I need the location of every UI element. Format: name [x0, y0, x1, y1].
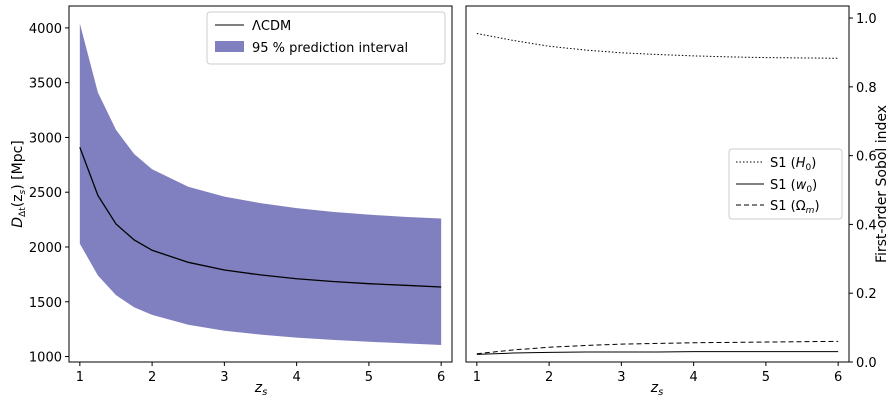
- left-y-axis-label: DΔt(zs) [Mpc]: [10, 140, 28, 227]
- right-axes-frame: [465, 5, 850, 363]
- y-tick-label: 1.0: [856, 12, 877, 27]
- right-x-axis-label: zs: [650, 380, 664, 398]
- x-tick-label: 5: [365, 370, 373, 385]
- y-tick-label: 1500: [29, 296, 62, 311]
- y-tick-label: 0.4: [856, 218, 877, 233]
- x-tick-label: 3: [617, 370, 625, 385]
- right-plot-area: [476, 33, 839, 355]
- right-legend-box: [728, 148, 843, 220]
- sobol-w0-line: [476, 351, 839, 355]
- left-ticks: 1 2 3 4 5 6 1000 1500 2000 2500 3000 3500 4000: [29, 22, 445, 385]
- left-legend: ΛCDM 95 % prediction interval: [206, 11, 446, 65]
- left-axes-frame: [68, 5, 453, 363]
- left-plot-area: [79, 23, 442, 346]
- legend-lcdm-label: ΛCDM: [252, 19, 291, 34]
- x-tick-label: 1: [473, 370, 481, 385]
- y-tick-label: 0.8: [856, 81, 877, 96]
- y-tick-label: 3000: [29, 131, 62, 146]
- left-legend-box: [206, 11, 446, 65]
- x-tick-label: 1: [76, 370, 84, 385]
- x-tick-label: 4: [292, 370, 300, 385]
- x-tick-label: 2: [545, 370, 553, 385]
- x-tick-label: 6: [437, 370, 445, 385]
- x-tick-label: 3: [220, 370, 228, 385]
- legend-h0-label: S1 (H0): [770, 156, 816, 173]
- right-y-axis-label: First-order Sobol index: [874, 105, 890, 263]
- y-tick-label: 2000: [29, 241, 62, 256]
- legend-w0-label: S1 (w0): [770, 178, 817, 195]
- x-tick-label: 5: [762, 370, 770, 385]
- right-legend: S1 (H0) S1 (w0) S1 (Ωm): [728, 148, 843, 220]
- y-tick-label: 0.2: [856, 287, 877, 302]
- sobol-om-line: [476, 340, 839, 355]
- left-x-axis-label: zs: [254, 380, 268, 398]
- legend-band-swatch: [215, 41, 244, 52]
- y-tick-label: 3500: [29, 77, 62, 92]
- sobol-h0-line: [476, 33, 839, 59]
- left-panel: 1 2 3 4 5 6 1000 1500 2000 2500 3000 3500 4000 ΛCDM …: [10, 5, 453, 398]
- x-tick-label: 6: [834, 370, 842, 385]
- x-tick-label: 2: [148, 370, 156, 385]
- right-ticks: 1 2 3 4 5 6 0.0 0.2 0.4 0.6 0.8 1.0: [473, 12, 877, 385]
- y-tick-label: 2500: [29, 186, 62, 201]
- y-tick-label: 4000: [29, 22, 62, 37]
- legend-band-label: 95 % prediction interval: [252, 41, 408, 56]
- y-tick-label: 0.0: [856, 356, 877, 371]
- lcdm-line: [79, 147, 442, 288]
- right-panel: 1 2 3 4 5 6 0.0 0.2 0.4 0.6 0.8 1.0 S1 (H0) S1 (w0)…: [465, 5, 890, 398]
- x-tick-label: 4: [689, 370, 697, 385]
- y-tick-label: 0.6: [856, 150, 877, 165]
- prediction-interval-band: [79, 23, 442, 346]
- y-tick-label: 1000: [29, 351, 62, 366]
- legend-om-label: S1 (Ωm): [770, 199, 820, 216]
